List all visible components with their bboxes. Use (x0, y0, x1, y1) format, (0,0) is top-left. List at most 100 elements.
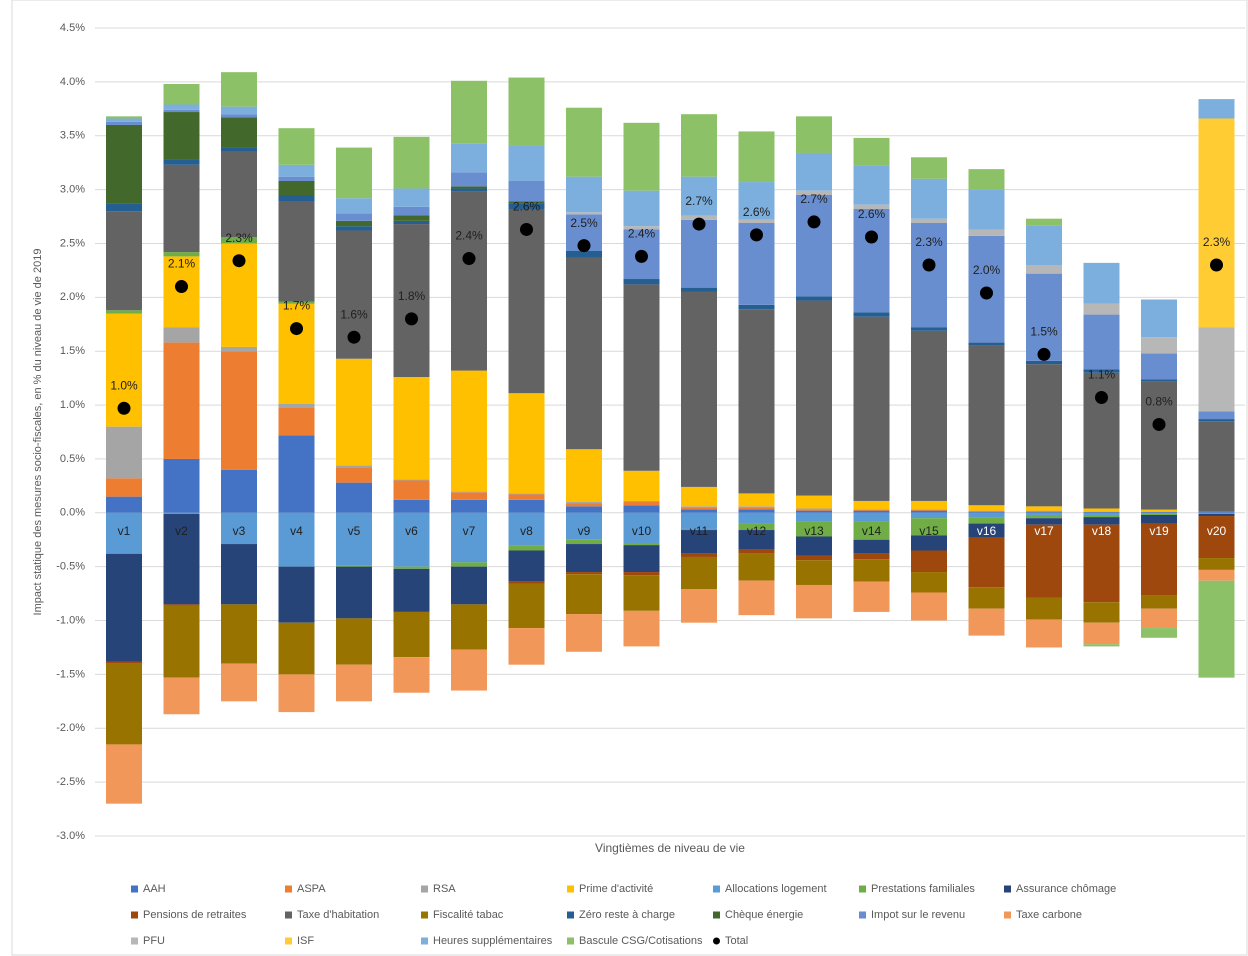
bar-segment (623, 505, 660, 513)
bar-segment (623, 284, 660, 471)
total-point (347, 330, 361, 344)
y-tick-label: 0.0% (60, 507, 85, 519)
bar-segment (796, 512, 832, 522)
bar-segment (221, 72, 257, 107)
bar-segment (163, 677, 200, 715)
bar-segment (911, 572, 947, 593)
bar-segment (508, 494, 545, 500)
bar-segment (738, 182, 775, 220)
bar-segment (163, 605, 200, 678)
x-axis-title: Vingtièmes de niveau de vie (595, 841, 745, 855)
category-label: v15 (919, 524, 939, 538)
bar-segment (968, 608, 1005, 636)
bar-segment (106, 118, 142, 122)
bar-segment (853, 500, 890, 510)
legend-item: Chèque énergie (713, 909, 803, 921)
bar-segment (278, 301, 315, 304)
bar-segment (508, 581, 545, 584)
y-tick-label: 3.0% (60, 184, 85, 196)
bar-segment (336, 213, 372, 221)
total-point (922, 258, 936, 272)
legend-swatch (131, 911, 138, 919)
bar-segment (796, 116, 832, 153)
legend-swatch (713, 885, 720, 893)
bar-segment (1141, 628, 1177, 638)
total-label: 2.6% (513, 200, 541, 214)
bar-segment (1083, 508, 1120, 512)
bar-segment (451, 492, 487, 500)
category-label: v18 (1092, 524, 1112, 538)
legend-item: Allocations logement (713, 883, 827, 895)
bar-segment (451, 186, 487, 189)
bar-segment (738, 549, 775, 554)
bar-segment (508, 493, 545, 495)
bar-segment (163, 104, 200, 110)
bar-segment (393, 566, 430, 569)
legend-item: ASPA (285, 883, 326, 895)
bar-segment (1083, 512, 1120, 515)
bar-segment (163, 458, 200, 513)
bar-segment (681, 486, 717, 507)
y-tick-label: 4.5% (60, 22, 85, 34)
bar-segment (451, 143, 487, 173)
total-label: 2.6% (743, 205, 771, 219)
bar-segment (681, 528, 717, 531)
bar-segment (393, 611, 430, 658)
bar-segment (796, 560, 832, 585)
bar-segment (1083, 602, 1120, 623)
bar-segment (221, 544, 257, 605)
bar-segment (853, 553, 890, 560)
bar-segment (451, 604, 487, 650)
total-label: 2.3% (915, 235, 943, 249)
bar-segment (1083, 511, 1120, 513)
y-tick-label: 2.0% (60, 291, 85, 303)
bar-segment (1198, 558, 1235, 570)
bar-segment (853, 137, 890, 166)
bar-segment (681, 556, 717, 590)
category-label: v4 (290, 524, 303, 538)
total-point (1210, 258, 1223, 272)
legend-item: Assurance chômage (1004, 883, 1116, 895)
bar-segment (106, 310, 142, 314)
bar-segment (623, 122, 660, 191)
category-label: v1 (118, 524, 131, 538)
total-label: 2.3% (225, 231, 253, 245)
legend-item: Prestations familiales (859, 883, 975, 895)
legend-label: Fiscalité tabac (433, 909, 504, 921)
bar-segment (278, 403, 315, 408)
bar-segment (163, 84, 200, 105)
bar-segment (911, 330, 947, 501)
bar-segment (968, 229, 1005, 236)
bar-segment (1083, 622, 1120, 645)
bar-segment (853, 512, 890, 522)
category-label: v9 (578, 524, 591, 538)
legend-swatch (131, 885, 138, 893)
bar-segment (1026, 360, 1062, 365)
bar-segment (508, 180, 545, 202)
category-label: v14 (862, 524, 882, 538)
legend-label: RSA (433, 883, 456, 895)
bar-segment (278, 407, 315, 436)
bar-segment (221, 469, 257, 513)
bar-segment (566, 506, 602, 513)
bar-segment (1141, 337, 1177, 354)
bar-segment (106, 426, 142, 479)
bar-segment (681, 114, 717, 177)
total-point (1095, 391, 1108, 405)
bar-segment (796, 584, 832, 619)
bar-segment (1026, 619, 1062, 648)
bar-segment (163, 513, 200, 605)
bar-segment (336, 226, 372, 231)
category-label: v11 (690, 524, 709, 538)
bar-segment (106, 121, 142, 125)
bar-segment (968, 587, 1005, 609)
total-point (807, 215, 821, 229)
category-label: v16 (977, 524, 997, 538)
bar-segment (278, 512, 315, 567)
total-point (405, 312, 418, 326)
bar-segment (1198, 569, 1235, 581)
bar-segment (681, 509, 717, 513)
bar-segment (566, 107, 602, 177)
y-tick-label: 4.0% (60, 76, 85, 88)
bar-segment (1141, 511, 1177, 513)
